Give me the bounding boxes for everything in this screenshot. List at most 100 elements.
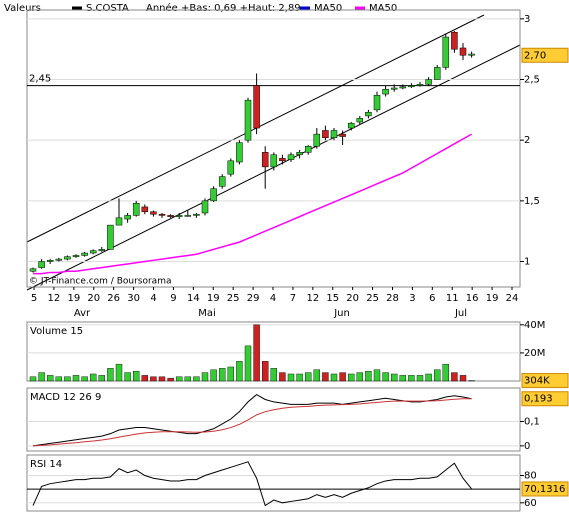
volume-bar	[98, 375, 106, 382]
panel-frame	[26, 454, 521, 512]
volume-bar	[47, 375, 54, 382]
volume-bar	[287, 373, 295, 382]
watermark: © JT-Finance.com / Boursorama	[29, 277, 171, 287]
candle-body	[399, 86, 407, 89]
volume-bar	[64, 376, 71, 382]
month-label: Jun	[333, 308, 350, 319]
candle-body	[64, 256, 71, 260]
candle-body	[107, 224, 114, 250]
candle-body	[115, 217, 123, 226]
candle-body	[158, 213, 166, 216]
candle-body	[356, 118, 364, 123]
x-tick-label: 3	[409, 293, 415, 304]
volume-bar	[227, 366, 235, 382]
volume-bar	[305, 372, 312, 382]
candle-body	[167, 215, 174, 217]
candle-body	[175, 215, 183, 217]
candle-body	[236, 142, 243, 163]
candle-body	[201, 200, 209, 214]
y-tick-label: 80	[524, 470, 537, 481]
volume-bar	[141, 375, 149, 382]
x-tick-label: 25	[227, 293, 240, 304]
candle-body	[89, 250, 97, 254]
indicator-line	[32, 461, 472, 507]
volume-bar	[210, 369, 217, 382]
month-label: Jul	[454, 308, 467, 319]
y-tick-label: 1,5	[524, 196, 540, 207]
candle-body	[253, 85, 260, 129]
y-tick-label: 1	[524, 257, 530, 268]
volume-bar	[184, 376, 192, 382]
candle-body	[81, 252, 88, 256]
x-tick-label: 19	[486, 293, 499, 304]
candle-body	[72, 255, 80, 257]
volume-bar	[262, 361, 269, 382]
volume-bar	[348, 373, 355, 382]
volume-bar	[416, 375, 424, 382]
reference-label: 2,45	[29, 74, 51, 85]
legend-entry: MA50	[314, 3, 342, 14]
volume-bar	[72, 375, 80, 382]
last-value-label: 70,1316	[524, 484, 565, 495]
candle-body	[322, 130, 329, 139]
volume-bar	[459, 375, 467, 382]
volume-bar	[158, 376, 166, 382]
candle-body	[29, 268, 37, 272]
legend-entry: MA50	[369, 3, 397, 14]
indicator-line	[32, 398, 472, 447]
x-tick-label: 30	[127, 293, 140, 304]
volume-bar	[296, 373, 303, 382]
candle-body	[244, 99, 252, 141]
x-tick-label: 5	[31, 293, 37, 304]
last-value-box	[521, 391, 569, 407]
y-tick-label: 60	[524, 498, 537, 509]
candle-body	[227, 160, 235, 175]
indicator-line	[32, 393, 472, 447]
last-value-label: 0,193	[524, 394, 553, 405]
panel-title: Volume 15	[30, 326, 83, 337]
range-text: Année +Bas: 0,69 +Haut: 2,89	[146, 2, 301, 14]
volume-bar	[175, 376, 183, 382]
candle-body	[459, 47, 467, 56]
y-tick-label: 2,5	[524, 75, 540, 86]
month-label: Avr	[74, 308, 91, 319]
volume-bar	[81, 376, 88, 382]
candle-body	[184, 215, 192, 217]
candle-body	[416, 84, 424, 86]
volume-bar	[244, 345, 252, 382]
candle-body	[55, 258, 63, 261]
volume-bar	[391, 373, 398, 382]
volume-bar	[270, 368, 277, 382]
x-tick-label: 7	[290, 293, 296, 304]
panel-title: RSI 14	[30, 459, 62, 470]
x-tick-label: 6	[429, 293, 435, 304]
volume-bar	[442, 363, 449, 382]
volume-bar	[150, 376, 157, 382]
y-tick-label: 0,1	[524, 416, 540, 427]
volume-bar	[115, 363, 123, 382]
candle-body	[451, 31, 458, 50]
x-tick-label: 4	[150, 293, 156, 304]
x-tick-label: 29	[247, 293, 260, 304]
ma-line	[33, 133, 472, 275]
x-tick-label: 25	[366, 293, 379, 304]
volume-bar	[382, 372, 389, 382]
candle-body	[141, 206, 149, 213]
volume-bar	[218, 368, 226, 382]
candle-body	[468, 53, 475, 56]
volume-bar	[425, 373, 432, 382]
volume-bar	[399, 375, 406, 382]
panel-frame	[26, 387, 521, 452]
last-value-label: 2,70	[524, 50, 546, 61]
candle-body	[425, 79, 432, 85]
candle-body	[261, 152, 269, 168]
x-tick-label: 24	[506, 293, 519, 304]
y-tick-label: 2	[524, 135, 530, 146]
candle-body	[442, 36, 450, 68]
volume-bar	[356, 372, 363, 382]
last-value-label: 304K	[524, 376, 550, 387]
x-tick-label: 11	[446, 293, 459, 304]
candle-body	[38, 261, 45, 268]
volume-bar	[55, 376, 62, 382]
x-tick-label: 26	[107, 293, 120, 304]
